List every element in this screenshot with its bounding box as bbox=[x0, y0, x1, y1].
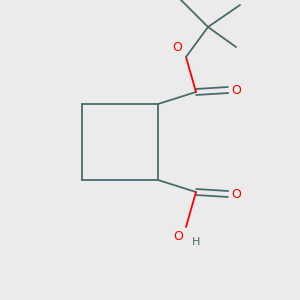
Text: O: O bbox=[172, 41, 182, 54]
Text: O: O bbox=[231, 83, 241, 97]
Text: H: H bbox=[192, 237, 200, 247]
Text: O: O bbox=[231, 188, 241, 200]
Text: O: O bbox=[173, 230, 183, 243]
